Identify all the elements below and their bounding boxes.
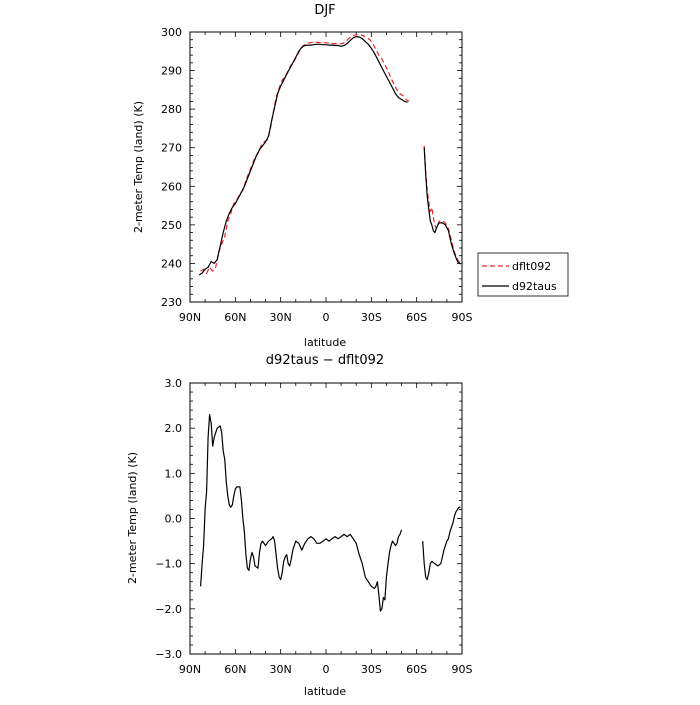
top-chart-x-tick-label: 30N xyxy=(270,311,292,324)
bottom-chart-x-tick-label: 0 xyxy=(323,663,330,676)
bottom-chart-y-tick-label: −2.0 xyxy=(155,603,182,616)
bottom-chart-y-tick-label: 2.0 xyxy=(165,422,183,435)
bottom-chart-y-axis-label: 2-meter Temp (land) (K) xyxy=(126,452,139,584)
bottom-chart-x-tick-label: 30N xyxy=(270,663,292,676)
bottom-chart-x-tick-label: 30S xyxy=(361,663,382,676)
top-chart-y-tick-label: 260 xyxy=(161,180,182,193)
top-chart-x-axis-label: latitude xyxy=(304,336,346,349)
legend-label-d92taus: d92taus xyxy=(512,280,557,293)
top-chart-y-tick-label: 250 xyxy=(161,219,182,232)
top-chart-series-d92taus xyxy=(423,147,461,265)
top-chart-x-tick-label: 90S xyxy=(452,311,473,324)
bottom-chart-y-tick-label: 3.0 xyxy=(165,377,183,390)
top-chart-title: DJF xyxy=(314,3,335,18)
bottom-chart: d92taus − dflt092 latitude 2-meter Temp … xyxy=(126,353,473,698)
bottom-chart-x-axis-label: latitude xyxy=(304,685,346,698)
top-chart: DJF latitude 2-meter Temp (land) (K) 90N… xyxy=(132,3,473,349)
top-chart-y-tick-label: 300 xyxy=(161,26,182,39)
top-chart-y-axis-label: 2-meter Temp (land) (K) xyxy=(132,101,145,233)
top-chart-frame xyxy=(189,31,463,303)
bottom-chart-title: d92taus − dflt092 xyxy=(266,353,384,368)
bottom-chart-series-difference xyxy=(200,414,403,612)
top-chart-x-tick-label: 60S xyxy=(406,311,427,324)
bottom-chart-x-tick-label: 90S xyxy=(452,663,473,676)
top-chart-y-tick-label: 290 xyxy=(161,65,182,78)
bottom-chart-series-difference xyxy=(422,506,461,581)
bottom-chart-x-tick-label: 90N xyxy=(179,663,201,676)
top-chart-y-tick-label: 240 xyxy=(161,257,182,270)
bottom-chart-x-tick-label: 60N xyxy=(224,663,246,676)
bottom-chart-x-tick-label: 60S xyxy=(406,663,427,676)
legend-label-dflt092: dflt092 xyxy=(512,260,551,273)
legend-box xyxy=(477,252,569,297)
legend: dflt092 d92taus xyxy=(477,252,569,297)
top-chart-x-tick-label: 90N xyxy=(179,311,201,324)
top-chart-x-tick-label: 60N xyxy=(224,311,246,324)
bottom-chart-lines xyxy=(200,414,461,612)
top-chart-y-tick-label: 230 xyxy=(161,296,182,309)
top-chart-y-tick-label: 270 xyxy=(161,142,182,155)
top-chart-series-dflt092 xyxy=(200,34,410,274)
bottom-chart-y-tick-label: −1.0 xyxy=(155,558,182,571)
top-chart-x-tick-label: 0 xyxy=(323,311,330,324)
top-chart-lines xyxy=(198,34,461,276)
top-chart-y-tick-label: 280 xyxy=(161,103,182,116)
bottom-chart-frame xyxy=(189,382,463,655)
bottom-chart-ticks: 90N 60N 30N 0 30S 60S 90S −3.0 −2.0 −1.0 0.0 1.0 2.0… xyxy=(155,377,472,676)
bottom-chart-y-tick-label: 0.0 xyxy=(165,513,183,526)
bottom-chart-y-tick-label: −3.0 xyxy=(155,648,182,661)
bottom-chart-y-tick-label: 1.0 xyxy=(165,467,183,480)
top-chart-x-tick-label: 30S xyxy=(361,311,382,324)
top-chart-series-d92taus xyxy=(198,36,408,276)
top-chart-ticks: 90N 60N 30N 0 30S 60S 90S 230 240 250 260 270 280 290… xyxy=(161,26,473,324)
